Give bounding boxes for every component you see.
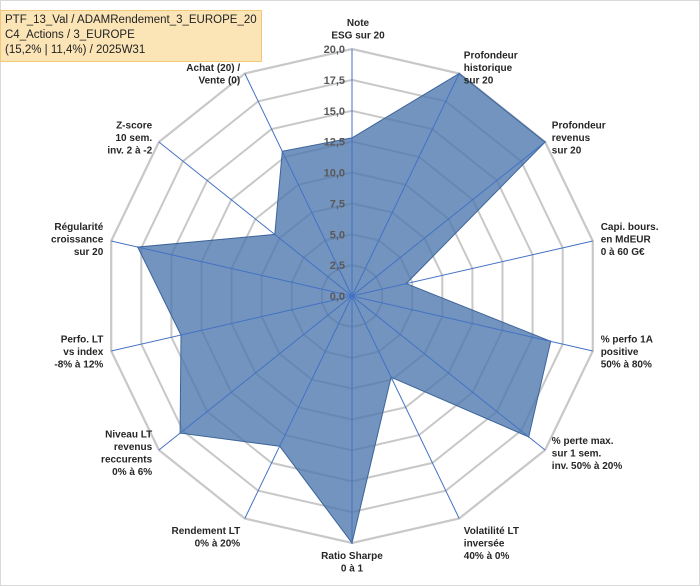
axis-label-line: % perfo 1A xyxy=(601,335,653,346)
axis-label-line: Volatilité LT xyxy=(464,526,519,537)
axis-label-line: sur 20 xyxy=(464,75,494,86)
axis-label-line: Niveau LT xyxy=(105,430,152,441)
axis-label-line: sur 1 sem. xyxy=(552,449,602,460)
radial-tick-label: 15,0 xyxy=(324,106,345,118)
axis-label-line: vs index xyxy=(63,347,103,358)
axis-label-line: Achat (20) / xyxy=(186,63,240,74)
radial-tick-label: 10,0 xyxy=(324,168,345,180)
axis-label: % perte max. sur 1 sem.inv. 50% à 20% xyxy=(552,436,623,472)
axis-label-line: ESG sur 20 xyxy=(331,31,385,42)
axis-spoke xyxy=(351,295,460,519)
axis-label-line: positive xyxy=(601,347,639,358)
radial-tick-label: 0,0 xyxy=(330,291,345,303)
axis-spoke xyxy=(158,141,353,297)
radial-tick-label: 5,0 xyxy=(330,229,345,241)
axis-label-line: % perte max. xyxy=(552,436,614,447)
axis-label-line: sur 20 xyxy=(74,247,104,258)
axis-label-line: -8% à 12% xyxy=(54,360,103,371)
axis-label-line: reccurents xyxy=(101,455,153,466)
axis-spoke xyxy=(351,295,593,352)
axis-label-line: Rendement LT xyxy=(171,526,240,537)
axis-spoke xyxy=(244,73,353,297)
axis-label-line: revenus xyxy=(552,133,591,144)
spokes xyxy=(111,49,593,543)
axis-label-line: Profondeur xyxy=(464,50,518,61)
axis-label-line: Profondeur xyxy=(552,121,606,132)
radial-tick-label: 12,5 xyxy=(324,137,345,149)
axis-spoke xyxy=(351,141,546,297)
axis-label-line: revenus xyxy=(114,442,153,453)
axis-label-line: en MdEUR xyxy=(601,235,652,246)
axis-label-line: Ratio Sharpe xyxy=(321,551,383,562)
axis-label-line: sur 20 xyxy=(552,146,582,157)
axis-label-line: 0 à 60 G€ xyxy=(601,247,645,258)
axis-spoke xyxy=(351,240,593,297)
axis-label-line: 0% à 20% xyxy=(195,538,241,549)
axis-label-line: inv. 2 à -2 xyxy=(107,146,152,157)
axis-label-line: 10 sem. xyxy=(115,133,152,144)
axis-label-line: Perfo. LT xyxy=(61,335,104,346)
axis-label-line: historique xyxy=(464,63,513,74)
radial-tick-label: 7,5 xyxy=(330,198,345,210)
axis-label-line: 0% à 6% xyxy=(112,467,152,478)
title-line-2: C4_Actions / 3_EUROPE xyxy=(5,29,135,41)
axis-label-line: inv. 50% à 20% xyxy=(552,461,623,472)
radial-tick-label: 17,5 xyxy=(324,75,345,87)
title-line-3: (15,2% | 11,4%) / 2025W31 xyxy=(5,44,146,56)
radial-tick-label: 20,0 xyxy=(324,44,345,56)
axis-label: Ratio Sharpe 0 à 1 xyxy=(321,551,383,575)
axis-label-line: 40% à 0% xyxy=(464,551,510,562)
radial-tick-labels: 0,0 2,5 5,0 7,5 10,0 12,5 15,0 17,5 20,0 xyxy=(324,44,345,303)
axis-label-line: Régularité xyxy=(54,222,103,233)
axis-label: Note ESG sur 20 xyxy=(331,18,385,42)
axis-label-line: inversée xyxy=(464,538,505,549)
axis-spoke xyxy=(111,295,353,352)
axis-label-line: Note xyxy=(347,18,370,29)
axis-label-line: 0 à 1 xyxy=(341,564,364,575)
axis-label-line: Capi. bours. xyxy=(601,222,659,233)
axis-label-line: croissance xyxy=(51,235,104,246)
axis-spoke xyxy=(351,295,546,451)
axis-spoke xyxy=(244,295,353,519)
axis-label-line: Vente (0) xyxy=(199,75,241,86)
axis-label-line: 50% à 80% xyxy=(601,360,652,371)
chart-title-box: PTF_13_Val / ADAMRendement_3_EUROPE_2025… xyxy=(0,10,262,62)
axis-label: Rendement LT0% à 20% xyxy=(171,526,240,550)
radial-tick-label: 2,5 xyxy=(330,260,345,272)
axis-label-line: Z-score xyxy=(116,121,153,132)
title-line-1: PTF_13_Val / ADAMRendement_3_EUROPE_2025… xyxy=(5,14,257,26)
axis-spoke xyxy=(158,295,353,451)
axis-spoke xyxy=(351,73,460,297)
axis-spoke xyxy=(111,240,353,297)
